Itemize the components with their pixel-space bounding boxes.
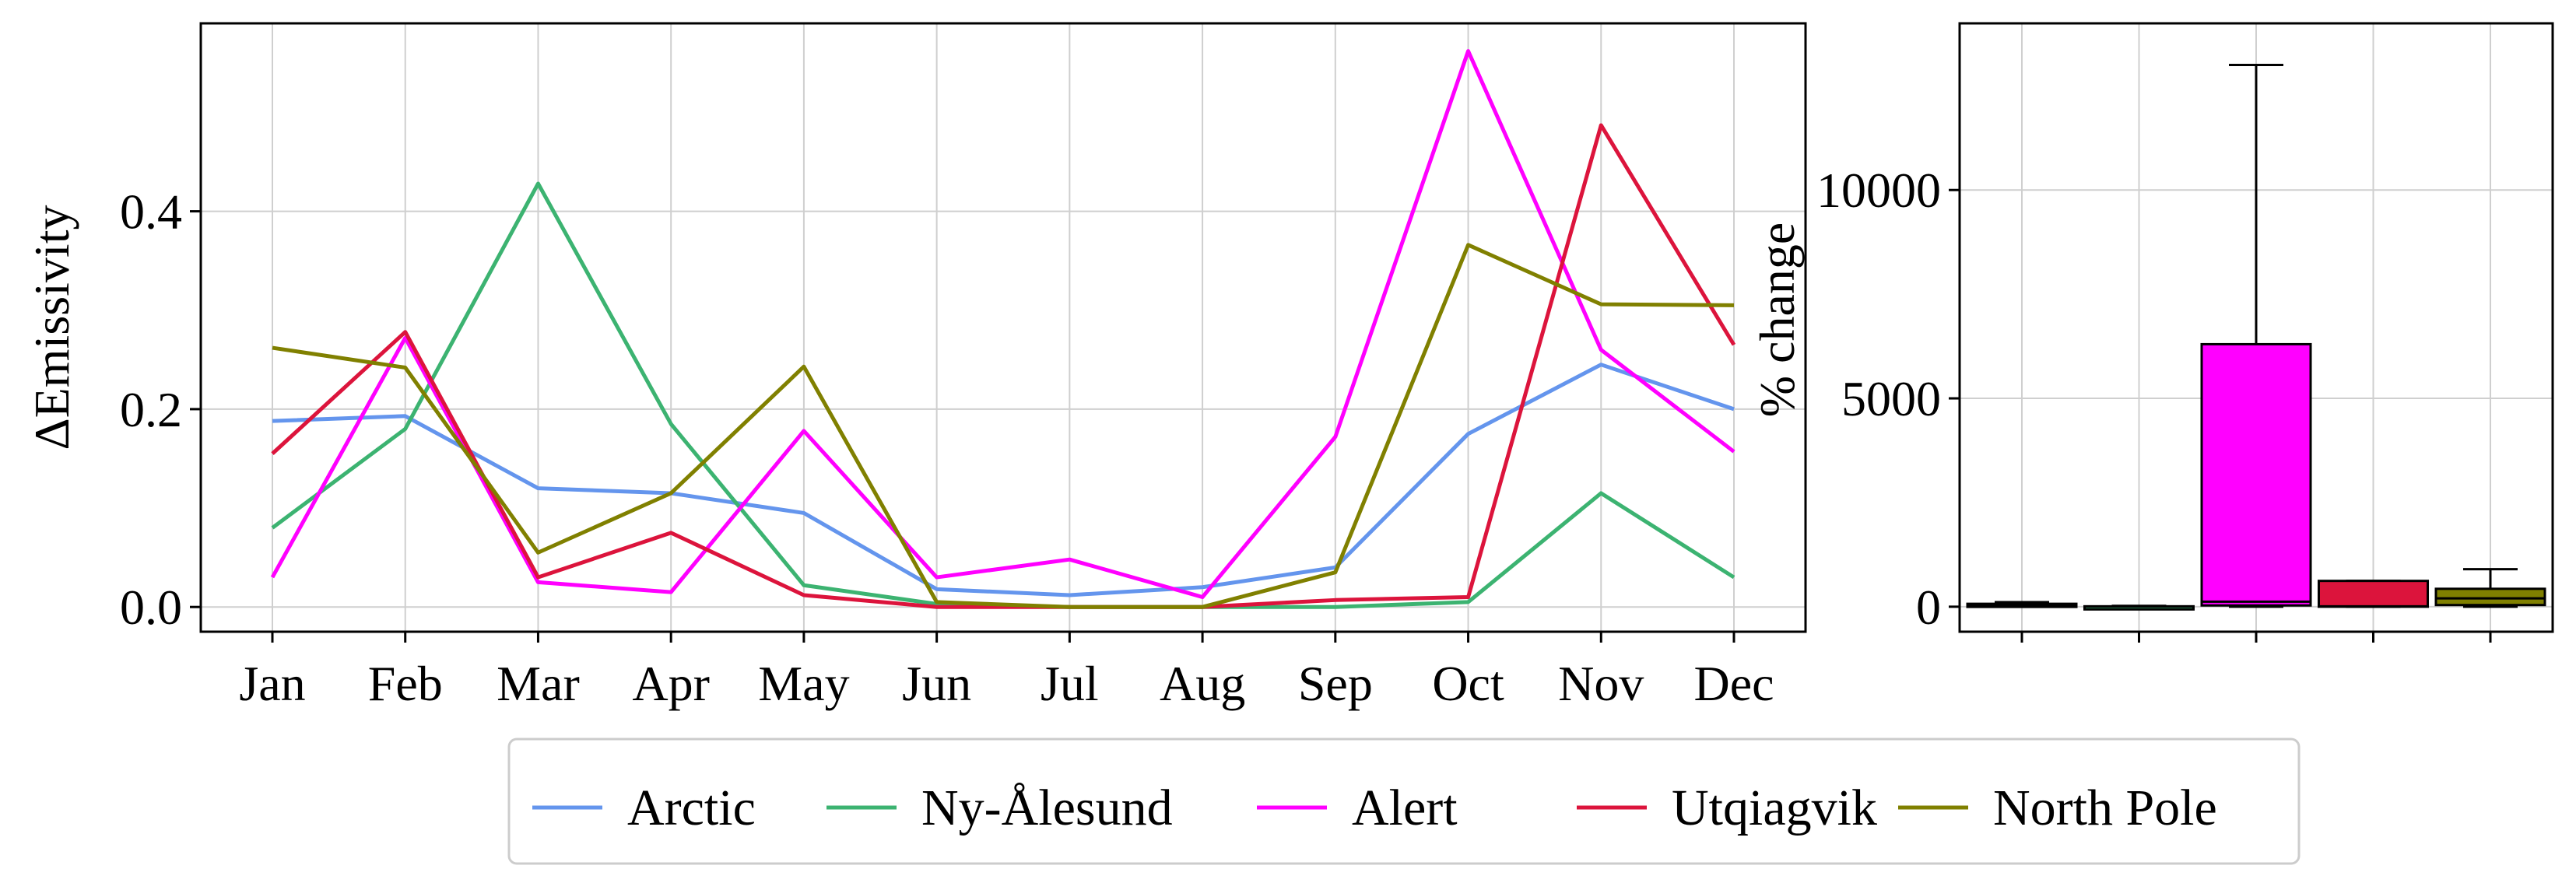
x-tick-label: Jun — [902, 656, 971, 711]
y-axis-label: ΔEmissivity — [24, 205, 79, 450]
y-tick-label: 0.2 — [120, 382, 182, 437]
box-chart: 0 5000 10000% change — [1750, 22, 2554, 643]
y-tick-label: 10000 — [1816, 163, 1941, 218]
plot-frame — [1958, 22, 2554, 633]
legend-label-utqiagvik: Utqiagvik — [1672, 780, 1877, 836]
series-line-alert — [270, 49, 1735, 599]
series-line-utqiagvik — [271, 123, 1736, 609]
legend-box — [507, 738, 2301, 865]
x-tick-label: Jan — [239, 656, 305, 711]
x-tick-label: Oct — [1432, 656, 1504, 711]
legend-label-alert: Alert — [1352, 780, 1458, 836]
y-tick-label: 0 — [1916, 580, 1941, 635]
box-utqiagvik — [2318, 580, 2429, 608]
x-tick-label: Jul — [1041, 656, 1099, 711]
x-tick-label: Dec — [1693, 656, 1774, 711]
y-tick-label: 0.4 — [120, 184, 182, 240]
box-north-pole — [2434, 587, 2546, 607]
x-tick-label: Nov — [1558, 656, 1644, 711]
y-axis-label: % change — [1750, 223, 1805, 418]
box-alert — [2200, 342, 2312, 607]
legend-label-north-pole: North Pole — [1993, 780, 2217, 836]
series-line-ny-lesund — [271, 181, 1735, 609]
series-line-north-pole — [272, 243, 1735, 609]
x-tick-label: Mar — [497, 656, 580, 711]
legend: Arctic Ny-Ålesund Alert Utqiagvik North Pole — [507, 738, 2301, 865]
y-tick-label: 5000 — [1841, 371, 1941, 426]
x-tick-label: Apr — [632, 656, 710, 711]
x-tick-label: May — [758, 656, 849, 711]
line-chart: Jan Feb Mar Apr May Jun Jul Aug Sep Oct Nov Dec 0.0 0… — [24, 22, 1807, 711]
series-line-arctic — [272, 363, 1735, 597]
x-tick-label: Aug — [1160, 656, 1245, 711]
legend-label-arctic: Arctic — [627, 780, 756, 836]
y-tick-label: 0.0 — [120, 580, 182, 635]
x-tick-label: Feb — [368, 656, 443, 711]
legend-label-ny-lesund: Ny-Ålesund — [921, 780, 1173, 836]
x-tick-label: Sep — [1298, 656, 1373, 711]
plot-frame — [199, 22, 1807, 633]
